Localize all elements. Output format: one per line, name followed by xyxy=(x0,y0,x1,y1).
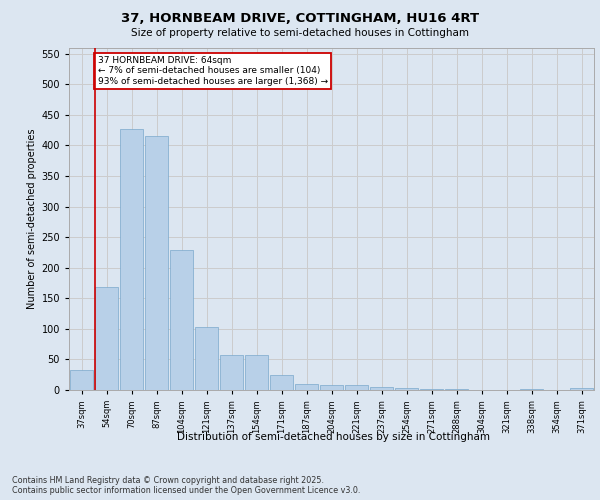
Text: 37, HORNBEAM DRIVE, COTTINGHAM, HU16 4RT: 37, HORNBEAM DRIVE, COTTINGHAM, HU16 4RT xyxy=(121,12,479,26)
Bar xyxy=(145,136,168,390)
Bar xyxy=(120,129,143,390)
Text: Contains HM Land Registry data © Crown copyright and database right 2025.
Contai: Contains HM Land Registry data © Crown c… xyxy=(12,476,361,495)
Text: Distribution of semi-detached houses by size in Cottingham: Distribution of semi-detached houses by … xyxy=(176,432,490,442)
Bar xyxy=(395,388,418,390)
Bar xyxy=(420,389,443,390)
Bar xyxy=(220,354,243,390)
Y-axis label: Number of semi-detached properties: Number of semi-detached properties xyxy=(27,128,37,309)
Bar xyxy=(195,327,218,390)
Text: 37 HORNBEAM DRIVE: 64sqm
← 7% of semi-detached houses are smaller (104)
93% of s: 37 HORNBEAM DRIVE: 64sqm ← 7% of semi-de… xyxy=(97,56,328,86)
Bar xyxy=(345,385,368,390)
Bar xyxy=(245,354,268,390)
Bar xyxy=(370,387,393,390)
Bar xyxy=(95,287,118,390)
Bar xyxy=(320,385,343,390)
Bar xyxy=(70,370,93,390)
Bar xyxy=(270,376,293,390)
Bar xyxy=(295,384,318,390)
Bar xyxy=(570,388,593,390)
Text: Size of property relative to semi-detached houses in Cottingham: Size of property relative to semi-detach… xyxy=(131,28,469,38)
Bar xyxy=(170,250,193,390)
